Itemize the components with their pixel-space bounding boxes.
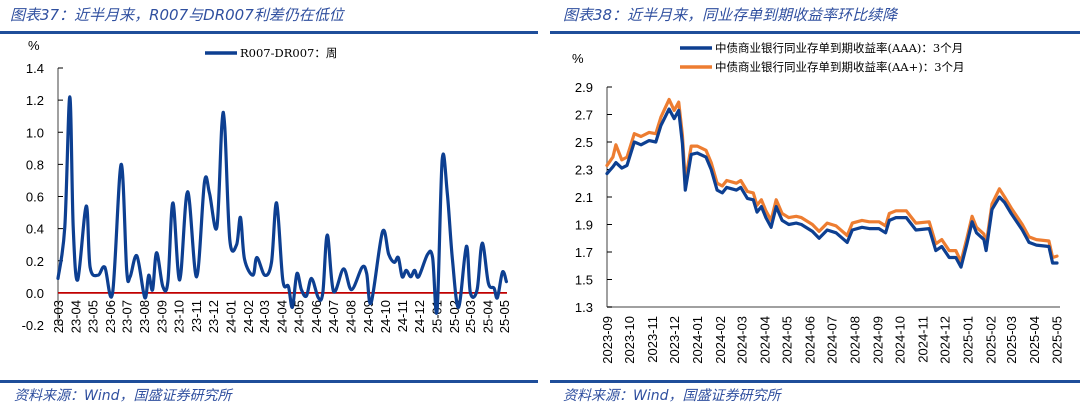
right-x-tick-label: 2024-03: [734, 316, 749, 364]
right-series-line-2: [605, 97, 1059, 264]
left-x-tick-label: 24-02: [241, 300, 256, 333]
left-title-divider: [0, 31, 538, 34]
right-x-tick-label: 2024-04: [757, 316, 772, 364]
left-y-tick-label: 0.4: [26, 222, 44, 237]
right-legend-label-1: 中债商业银行同业存单到期收益率(AAA)：3个月: [715, 41, 963, 55]
right-x-tick-label: 2024-01: [690, 316, 705, 364]
right-x-tick-label: 2024-06: [802, 316, 817, 364]
left-y-unit-label: %: [28, 38, 40, 53]
right-x-tick-label: 2023-11: [645, 316, 660, 363]
right-y-tick-label: 2.3: [575, 163, 593, 178]
left-y-tick-label: -0.2: [22, 318, 44, 333]
right-x-tick-label: 2025-05: [1049, 316, 1064, 364]
left-x-tick-label: 24-03: [257, 300, 272, 333]
right-chart-title: 图表38：近半月来，同业存单到期收益率环比续降: [563, 6, 898, 24]
left-x-tick-label: 23-07: [120, 300, 135, 333]
right-source-divider: [550, 380, 1080, 383]
left-x-tick-label: 23-09: [155, 300, 170, 333]
left-y-tick-label: 1.2: [26, 93, 44, 108]
left-x-tick-label: 24-06: [309, 300, 324, 333]
right-y-tick-label: 2.5: [575, 135, 593, 150]
right-x-tick-label: 2024-09: [870, 316, 885, 364]
right-x-tick-label: 2025-02: [984, 316, 999, 364]
left-x-tick-label: 25-05: [497, 300, 512, 333]
left-source-note: 资料来源：Wind，国盛证券研究所: [14, 388, 232, 404]
left-y-tick-label: 0.2: [26, 254, 44, 269]
right-x-tick-label: 2023-09: [600, 316, 615, 364]
right-x-tick-label: 2023-12: [667, 316, 682, 364]
left-x-tick-label: 25-04: [480, 300, 495, 333]
right-y-tick-label: 2.9: [575, 80, 593, 95]
right-x-tick-label: 2025-04: [1027, 316, 1042, 364]
left-x-tick-label: 23-05: [85, 300, 100, 333]
right-series-line-1: [605, 107, 1059, 269]
left-series-line-1: [56, 95, 508, 315]
left-y-tick-label: 1.4: [26, 61, 44, 76]
left-source-divider: [0, 380, 538, 383]
right-y-unit-label: %: [572, 51, 584, 66]
right-x-tick-label: 2024-12: [938, 316, 953, 364]
left-legend-label-1: R007-DR007：周: [240, 46, 337, 60]
right-y-tick-label: 1.3: [575, 300, 593, 315]
right-x-tick-label: 2024-02: [713, 316, 728, 364]
right-x-tick-label: 2024-08: [848, 316, 863, 364]
left-y-tick-label: 0.0: [26, 286, 44, 301]
right-y-tick-label: 1.9: [575, 218, 593, 233]
left-x-tick-label: 24-07: [326, 300, 341, 333]
right-x-tick-label: 2024-05: [780, 316, 795, 364]
right-y-tick-label: 1.5: [575, 273, 593, 288]
right-x-tick-label: 2025-01: [961, 316, 976, 364]
right-x-tick-label: 2024-07: [825, 316, 840, 364]
right-source-note: 资料来源：Wind，国盛证券研究所: [563, 388, 781, 404]
left-y-tick-label: 0.8: [26, 157, 44, 172]
right-y-tick-label: 2.1: [575, 190, 593, 205]
left-x-tick-label: 23-03: [51, 300, 66, 333]
right-x-tick-label: 2023-10: [622, 316, 637, 364]
left-x-tick-label: 24-01: [223, 300, 238, 333]
left-x-tick-label: 24-04: [275, 300, 290, 333]
left-x-tick-label: 24-09: [361, 300, 376, 333]
right-title-divider: [550, 31, 1080, 34]
left-x-tick-label: 24-08: [343, 300, 358, 333]
left-x-tick-label: 25-01: [430, 300, 445, 333]
left-x-tick-label: 24-10: [378, 300, 393, 333]
right-x-tick-label: 2024-10: [893, 316, 908, 364]
left-chart-title: 图表37：近半月来，R007与DR007利差仍在低位: [10, 6, 344, 24]
right-x-tick-label: 2025-03: [1004, 316, 1019, 364]
left-x-tick-label: 23-04: [68, 300, 83, 333]
left-x-tick-label: 23-11: [189, 300, 204, 332]
right-x-tick-label: 2024-11: [916, 316, 931, 363]
left-x-tick-label: 25-03: [463, 300, 478, 333]
left-x-tick-label: 23-12: [206, 300, 221, 333]
right-legend-label-2: 中债商业银行同业存单到期收益率(AA+)：3个月: [715, 60, 965, 74]
left-x-tick-label: 23-06: [103, 300, 118, 333]
right-y-tick-label: 1.7: [575, 245, 593, 260]
left-x-tick-label: 23-08: [137, 300, 152, 333]
left-x-tick-label: 24-12: [412, 300, 427, 333]
left-y-tick-label: 1.0: [26, 125, 44, 140]
right-y-tick-label: 2.7: [575, 108, 593, 123]
left-x-tick-label: 24-05: [292, 300, 307, 333]
left-y-tick-label: 0.6: [26, 190, 44, 205]
left-x-tick-label: 24-11: [395, 300, 410, 332]
left-x-tick-label: 23-10: [172, 300, 187, 333]
